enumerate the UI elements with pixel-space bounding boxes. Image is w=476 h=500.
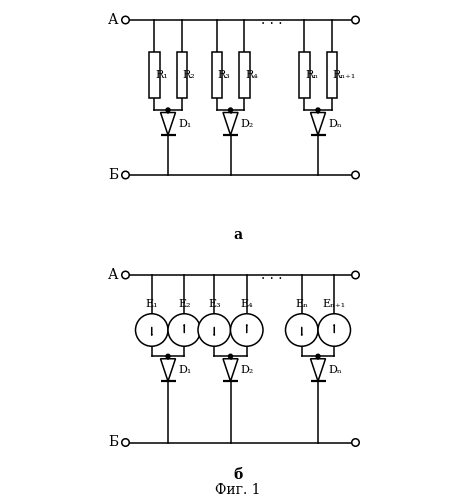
Circle shape [352,271,359,279]
Text: Eₙ₊₁: Eₙ₊₁ [323,298,346,308]
Circle shape [318,314,350,346]
Text: R₂: R₂ [183,70,196,80]
Circle shape [316,108,320,112]
Text: D₂: D₂ [240,118,254,128]
Text: R₄: R₄ [245,70,258,80]
Text: Фиг. 1: Фиг. 1 [215,483,261,497]
Circle shape [228,108,232,112]
Text: Eₙ: Eₙ [295,298,308,308]
Bar [211,52,222,98]
Circle shape [230,314,263,346]
Text: а: а [233,228,243,242]
Text: D₁: D₁ [178,365,191,375]
Text: А: А [108,268,118,282]
Circle shape [316,354,320,358]
Text: б: б [233,468,243,482]
Text: R₃: R₃ [218,70,230,80]
Polygon shape [223,112,238,135]
Circle shape [352,16,359,24]
Text: Rₙ₊₁: Rₙ₊₁ [333,70,356,80]
Circle shape [122,439,129,446]
Polygon shape [160,112,176,135]
Bar [149,52,159,98]
Circle shape [136,314,168,346]
Circle shape [352,439,359,446]
Text: . . .: . . . [261,268,282,282]
Bar [177,52,187,98]
Circle shape [228,354,232,358]
Bar [327,52,337,98]
Text: Dₙ: Dₙ [328,365,342,375]
Circle shape [352,171,359,179]
Circle shape [166,108,170,112]
Circle shape [168,314,200,346]
Circle shape [122,171,129,179]
Bar [299,52,309,98]
Text: А: А [108,13,118,27]
Text: . . .: . . . [261,13,282,27]
Circle shape [122,16,129,24]
Text: E₂: E₂ [178,298,190,308]
Circle shape [166,354,170,358]
Text: D₂: D₂ [240,365,254,375]
Text: Б: Б [108,436,118,450]
Text: D₁: D₁ [178,118,191,128]
Text: R₁: R₁ [155,70,168,80]
Polygon shape [310,112,326,135]
Polygon shape [310,359,326,381]
Bar [239,52,249,98]
Polygon shape [160,359,176,381]
Text: Dₙ: Dₙ [328,118,342,128]
Circle shape [286,314,318,346]
Polygon shape [223,359,238,381]
Circle shape [198,314,230,346]
Text: Б: Б [108,168,118,182]
Text: Rₙ: Rₙ [305,70,318,80]
Text: E₃: E₃ [208,298,220,308]
Text: E₄: E₄ [240,298,253,308]
Circle shape [122,271,129,279]
Text: E₁: E₁ [146,298,158,308]
